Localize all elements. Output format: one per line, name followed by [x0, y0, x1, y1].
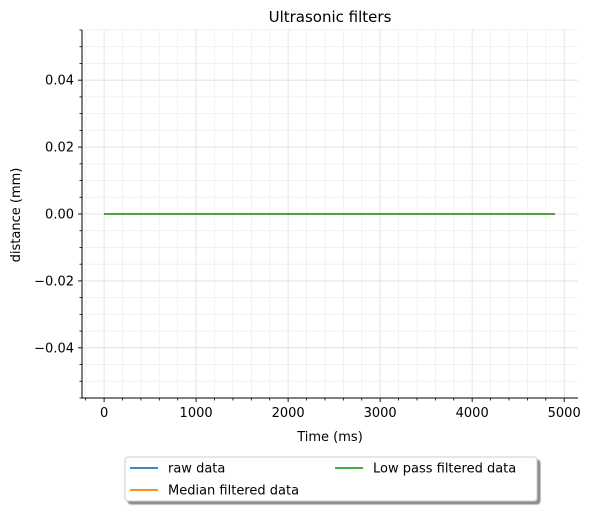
x-tick-label: 5000 [548, 406, 581, 421]
legend: raw data Median filtered data Low pass fil… [124, 456, 538, 502]
y-tick-label: 0.00 [45, 208, 74, 223]
tick-labels: 0 1000 2000 3000 4000 5000 0.04 0.02 0.00 −0.02 −0… [34, 74, 581, 421]
legend-label-3: Low pass filtered data [373, 462, 516, 477]
x-tick-label: 0 [100, 406, 108, 421]
y-tick-label: 0.02 [45, 141, 74, 156]
legend-label-1: raw data [168, 462, 225, 477]
y-tick-label: 0.04 [45, 74, 74, 89]
chart-title: Ultrasonic filters [269, 8, 392, 26]
x-tick-label: 2000 [272, 406, 305, 421]
y-tick-label: −0.04 [34, 341, 74, 356]
x-tick-label: 3000 [364, 406, 397, 421]
x-axis-label: Time (ms) [296, 430, 363, 445]
tick-marks [78, 29, 565, 402]
x-tick-label: 4000 [456, 406, 489, 421]
legend-label-2: Median filtered data [168, 484, 299, 499]
legend-box [124, 456, 538, 502]
y-axis-label: distance (mm) [9, 168, 24, 263]
y-tick-label: −0.02 [34, 274, 74, 289]
x-tick-label: 1000 [180, 406, 213, 421]
